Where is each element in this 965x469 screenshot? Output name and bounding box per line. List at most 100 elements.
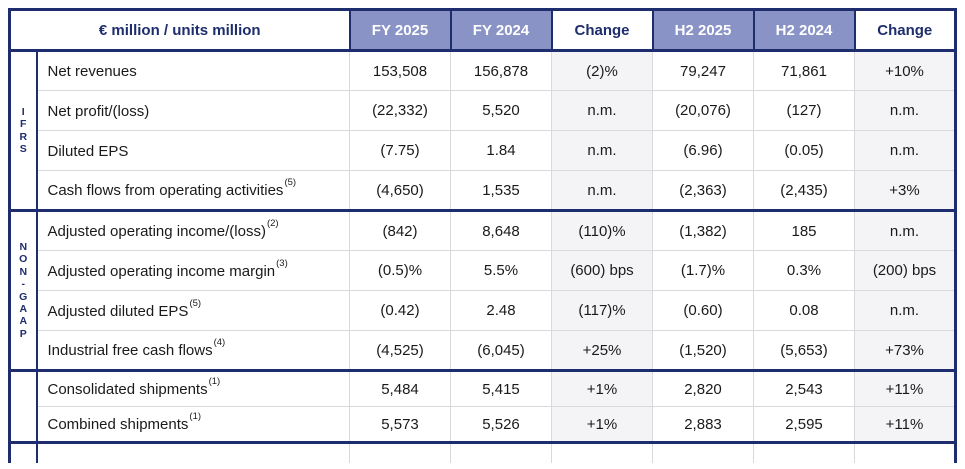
table-row: N O N - G A A P Adjusted operating incom… xyxy=(9,209,956,371)
row-label: Consolidated shipments(1) xyxy=(36,369,350,407)
table-row: Adjusted operating income margin(3) (0.5… xyxy=(10,250,956,291)
cell-value: 71,861 xyxy=(753,50,855,91)
row-label-text: Adjusted operating income margin xyxy=(47,262,276,280)
cell-value: (1,520) xyxy=(652,330,754,371)
cell-value: (4,650) xyxy=(349,170,451,211)
group-label-non-gaap: N O N - G A A P xyxy=(9,209,38,371)
cell-value: n.m. xyxy=(854,90,956,131)
cell-value: (0.60) xyxy=(652,290,754,331)
cell-value: 2,820 xyxy=(652,369,754,407)
cell-value: +10% xyxy=(854,50,956,91)
cell-value: +11% xyxy=(854,369,956,407)
cell-value: 156,878 xyxy=(450,50,552,91)
cell-value: n.m. xyxy=(551,130,653,171)
row-label-text: Industrial free cash flows xyxy=(47,342,213,359)
row-label: Adjusted diluted EPS(5) xyxy=(36,290,350,331)
financial-results-table-wrap: € million / units million FY 2025 FY 202… xyxy=(8,8,957,469)
cell-value: 5,520 xyxy=(450,90,552,131)
cell-value: 2,595 xyxy=(753,406,855,443)
cell-value: n.m. xyxy=(854,290,956,331)
col-header-change-fy: Change xyxy=(550,8,654,52)
row-label-text: Diluted EPS xyxy=(47,142,129,160)
table-row: Combined shipments(1) 5,573 5,526 +1% 2,… xyxy=(10,406,956,443)
cell-value: n.m. xyxy=(854,130,956,171)
col-header-fy2025: FY 2025 xyxy=(348,8,452,52)
row-label-footnote: (3) xyxy=(276,257,288,269)
cell-value: 1.84 xyxy=(450,130,552,171)
cell-value: +1% xyxy=(551,369,653,407)
cell-value: 0.08 xyxy=(753,290,855,331)
cell-value: +25% xyxy=(551,330,653,371)
cell-partial xyxy=(652,441,754,463)
cell-value: 1,535 xyxy=(450,170,552,211)
cell-value: (2)% xyxy=(551,50,653,91)
table-row: Industrial free cash flows(4) (4,525) (6… xyxy=(10,330,956,371)
table-row: Consolidated shipments(1) 5,484 5,415 +1… xyxy=(9,369,956,443)
cell-value: (117)% xyxy=(551,290,653,331)
table-row: Adjusted diluted EPS(5) (0.42) 2.48 (117… xyxy=(10,290,956,331)
cell-partial xyxy=(854,441,956,463)
row-label-footnote: (5) xyxy=(284,177,297,188)
cell-value: (1,382) xyxy=(652,209,754,251)
table-row-partial xyxy=(9,441,956,463)
financial-results-table: € million / units million FY 2025 FY 202… xyxy=(8,8,957,463)
cell-value: 5,484 xyxy=(349,369,451,407)
col-header-h22024: H2 2024 xyxy=(752,8,856,52)
cell-value: +73% xyxy=(854,330,956,371)
row-label: Adjusted operating income margin(3) xyxy=(36,250,350,291)
row-label: Industrial free cash flows(4) xyxy=(36,330,350,371)
row-label-partial xyxy=(36,441,350,463)
cell-value: 2,883 xyxy=(652,406,754,443)
cell-value: (110)% xyxy=(551,209,653,251)
table-row: Cash flows from operating activities(5) … xyxy=(10,170,956,211)
cell-value: (4,525) xyxy=(349,330,451,371)
row-label-text: Adjusted diluted EPS xyxy=(47,302,189,320)
cell-value: 2.48 xyxy=(450,290,552,331)
row-label-text: Adjusted operating income/(loss) xyxy=(47,223,266,240)
cell-value: n.m. xyxy=(854,209,956,251)
cell-value: (600) bps xyxy=(551,250,653,291)
col-header-fy2024: FY 2024 xyxy=(449,8,553,52)
cell-value: (0.42) xyxy=(349,290,451,331)
group-label-partial xyxy=(9,441,38,463)
cell-partial xyxy=(551,441,653,463)
row-label-footnote: (2) xyxy=(266,218,279,229)
cell-partial xyxy=(349,441,451,463)
cell-value: +3% xyxy=(854,170,956,211)
table-header-row: € million / units million FY 2025 FY 202… xyxy=(8,8,957,52)
cell-value: (0.5)% xyxy=(349,250,451,291)
row-label: Net revenues xyxy=(36,50,350,91)
cell-value: +1% xyxy=(551,406,653,443)
cell-value: 5.5% xyxy=(450,250,552,291)
row-label-text: Cash flows from operating activities xyxy=(47,182,284,199)
cell-value: (200) bps xyxy=(854,250,956,291)
cell-value: 5,415 xyxy=(450,369,552,407)
row-label-text: Net profit/(loss) xyxy=(47,102,150,120)
table-row: Net profit/(loss) (22,332) 5,520 n.m. (2… xyxy=(10,90,956,131)
unit-header: € million / units million xyxy=(8,8,351,52)
row-label-footnote: (1) xyxy=(208,376,221,387)
cell-value: n.m. xyxy=(551,90,653,131)
row-label-footnote: (1) xyxy=(189,411,202,422)
cell-value: (1.7)% xyxy=(652,250,754,291)
cell-partial xyxy=(450,441,552,463)
row-label-text: Net revenues xyxy=(47,63,137,80)
cell-value: n.m. xyxy=(551,170,653,211)
row-label: Adjusted operating income/(loss)(2) xyxy=(36,209,350,251)
cell-value: 153,508 xyxy=(349,50,451,91)
cell-value: (127) xyxy=(753,90,855,131)
cell-value: (20,076) xyxy=(652,90,754,131)
row-label-footnote: (5) xyxy=(189,297,202,309)
cell-value: 185 xyxy=(753,209,855,251)
cell-value: (7.75) xyxy=(349,130,451,171)
cell-value: (2,363) xyxy=(652,170,754,211)
row-label: Net profit/(loss) xyxy=(36,90,350,131)
row-label: Cash flows from operating activities(5) xyxy=(36,170,350,211)
group-label-shipments xyxy=(9,369,38,443)
row-label: Combined shipments(1) xyxy=(36,406,350,443)
row-label: Diluted EPS xyxy=(36,130,350,171)
table-row: Diluted EPS (7.75) 1.84 n.m. (6.96) (0.0… xyxy=(10,130,956,171)
table-row: I F R S Net revenues 153,508 156,878 (2)… xyxy=(9,50,956,211)
cell-partial xyxy=(753,441,855,463)
